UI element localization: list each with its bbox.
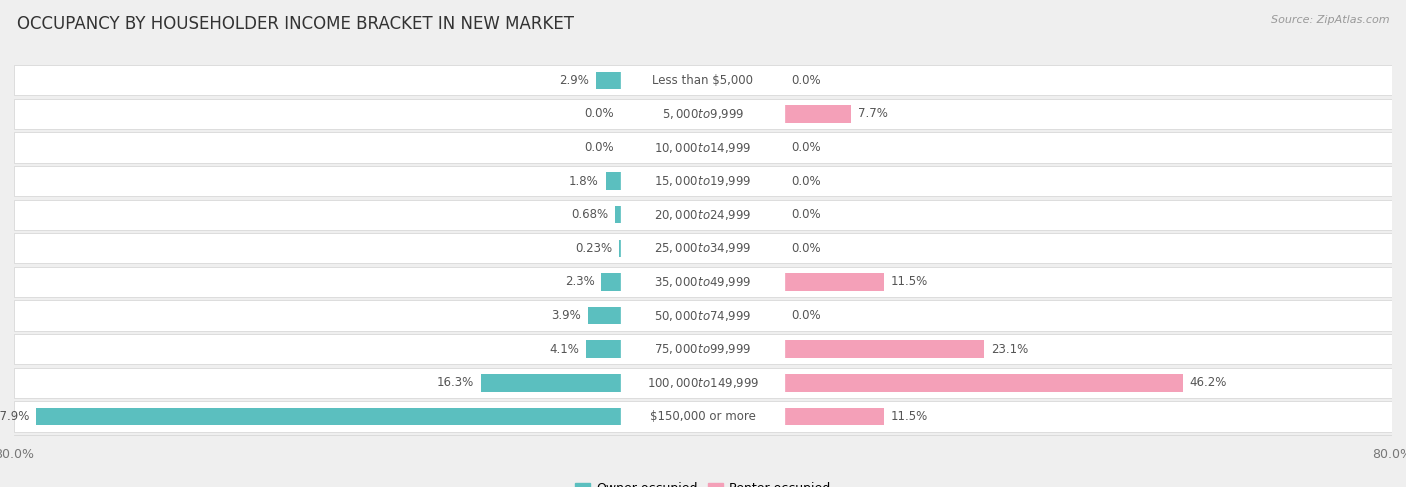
Text: 11.5%: 11.5% xyxy=(891,410,928,423)
Text: 0.0%: 0.0% xyxy=(792,74,821,87)
FancyBboxPatch shape xyxy=(621,137,785,158)
FancyBboxPatch shape xyxy=(14,132,1392,163)
FancyBboxPatch shape xyxy=(14,233,1392,263)
Text: 0.23%: 0.23% xyxy=(575,242,613,255)
FancyBboxPatch shape xyxy=(621,104,785,124)
FancyBboxPatch shape xyxy=(14,166,1392,196)
Text: 16.3%: 16.3% xyxy=(437,376,474,389)
Bar xyxy=(602,273,621,291)
Text: 1.8%: 1.8% xyxy=(569,175,599,187)
Text: 2.3%: 2.3% xyxy=(565,276,595,288)
FancyBboxPatch shape xyxy=(621,171,785,191)
Text: $25,000 to $34,999: $25,000 to $34,999 xyxy=(654,242,752,255)
FancyBboxPatch shape xyxy=(621,339,785,359)
Bar xyxy=(616,206,621,224)
FancyBboxPatch shape xyxy=(621,406,785,427)
Text: 67.9%: 67.9% xyxy=(0,410,30,423)
Bar xyxy=(596,72,621,89)
FancyBboxPatch shape xyxy=(14,300,1392,331)
Text: Source: ZipAtlas.com: Source: ZipAtlas.com xyxy=(1271,15,1389,25)
Bar xyxy=(481,374,621,392)
FancyBboxPatch shape xyxy=(14,200,1392,230)
FancyBboxPatch shape xyxy=(14,65,1392,95)
Bar xyxy=(619,240,621,257)
Text: $75,000 to $99,999: $75,000 to $99,999 xyxy=(654,342,752,356)
Text: 0.0%: 0.0% xyxy=(792,242,821,255)
Text: 11.5%: 11.5% xyxy=(891,276,928,288)
Text: Less than $5,000: Less than $5,000 xyxy=(652,74,754,87)
Text: 0.0%: 0.0% xyxy=(792,208,821,221)
Text: $20,000 to $24,999: $20,000 to $24,999 xyxy=(654,208,752,222)
Text: 0.0%: 0.0% xyxy=(792,141,821,154)
Text: 0.0%: 0.0% xyxy=(585,141,614,154)
Text: 0.0%: 0.0% xyxy=(792,175,821,187)
FancyBboxPatch shape xyxy=(621,373,785,393)
Bar xyxy=(785,340,984,358)
Text: 0.68%: 0.68% xyxy=(571,208,609,221)
FancyBboxPatch shape xyxy=(14,267,1392,297)
Bar xyxy=(785,374,1182,392)
Text: 4.1%: 4.1% xyxy=(550,343,579,356)
Text: OCCUPANCY BY HOUSEHOLDER INCOME BRACKET IN NEW MARKET: OCCUPANCY BY HOUSEHOLDER INCOME BRACKET … xyxy=(17,15,574,33)
Bar xyxy=(606,172,621,190)
FancyBboxPatch shape xyxy=(621,305,785,326)
Text: 7.7%: 7.7% xyxy=(858,108,887,120)
FancyBboxPatch shape xyxy=(14,401,1392,431)
Text: $5,000 to $9,999: $5,000 to $9,999 xyxy=(662,107,744,121)
Text: 3.9%: 3.9% xyxy=(551,309,581,322)
Text: 23.1%: 23.1% xyxy=(991,343,1028,356)
Text: $100,000 to $149,999: $100,000 to $149,999 xyxy=(647,376,759,390)
FancyBboxPatch shape xyxy=(14,368,1392,398)
FancyBboxPatch shape xyxy=(621,238,785,259)
Bar xyxy=(785,105,851,123)
Bar xyxy=(588,307,621,324)
Text: $10,000 to $14,999: $10,000 to $14,999 xyxy=(654,141,752,154)
Text: $50,000 to $74,999: $50,000 to $74,999 xyxy=(654,309,752,322)
FancyBboxPatch shape xyxy=(621,70,785,91)
FancyBboxPatch shape xyxy=(14,334,1392,364)
FancyBboxPatch shape xyxy=(621,272,785,292)
Text: 2.9%: 2.9% xyxy=(560,74,589,87)
Text: 46.2%: 46.2% xyxy=(1189,376,1227,389)
Text: 0.0%: 0.0% xyxy=(792,309,821,322)
Text: 0.0%: 0.0% xyxy=(585,108,614,120)
FancyBboxPatch shape xyxy=(621,205,785,225)
Bar xyxy=(785,273,884,291)
Bar xyxy=(37,408,621,425)
Bar xyxy=(586,340,621,358)
Text: $35,000 to $49,999: $35,000 to $49,999 xyxy=(654,275,752,289)
FancyBboxPatch shape xyxy=(14,99,1392,129)
Bar xyxy=(785,408,884,425)
Legend: Owner-occupied, Renter-occupied: Owner-occupied, Renter-occupied xyxy=(569,477,837,487)
Text: $15,000 to $19,999: $15,000 to $19,999 xyxy=(654,174,752,188)
Text: $150,000 or more: $150,000 or more xyxy=(650,410,756,423)
